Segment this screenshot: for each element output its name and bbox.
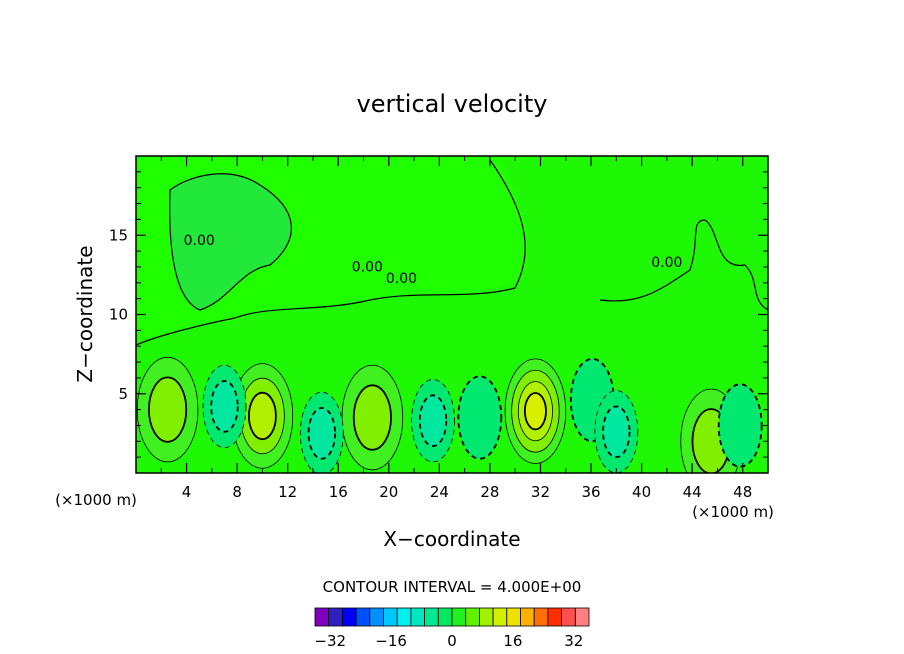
downdraft-cell xyxy=(457,375,503,460)
downdraft-contour xyxy=(602,405,631,459)
updraft-cell xyxy=(136,356,199,463)
colorbar-swatch xyxy=(369,607,384,627)
y-axis: 5 10 15 xyxy=(109,171,768,458)
colorbar-swatch xyxy=(341,607,357,627)
colorbar: −32 −16 0 16 32 xyxy=(314,607,590,650)
downdraft-contour xyxy=(418,394,448,447)
downdraft-contour xyxy=(457,375,503,460)
downdraft-cell xyxy=(202,364,247,449)
upper-positive-region xyxy=(169,173,292,311)
colorbar-tick-label: 0 xyxy=(447,632,457,650)
colorbar-swatch xyxy=(328,607,343,627)
y-axis-label: Z−coordinate xyxy=(73,245,97,382)
contour-label: 0.00 xyxy=(386,271,417,287)
colorbar-swatch xyxy=(410,607,425,627)
x-tick-label: 48 xyxy=(733,483,752,501)
colorbar-swatch xyxy=(492,607,508,627)
colorbar-swatch xyxy=(533,607,549,627)
colorbar-swatch xyxy=(478,607,494,627)
x-tick-label: 32 xyxy=(531,483,550,501)
colorbar-swatch xyxy=(506,607,521,627)
colorbar-swatch xyxy=(396,607,412,627)
downdraft-cell xyxy=(717,383,763,468)
y-tick-label: 15 xyxy=(109,226,128,244)
x-tick-label: 16 xyxy=(329,483,348,501)
downdraft-contour xyxy=(307,407,336,460)
colorbar-swatch xyxy=(520,607,535,627)
updraft-contour xyxy=(523,392,547,431)
colorbar-tick-label: −32 xyxy=(314,632,346,650)
updraft-cell xyxy=(341,364,404,471)
colorbar-swatch xyxy=(383,607,398,627)
updraft-cell xyxy=(231,363,294,469)
upper-zero-contour xyxy=(136,159,526,346)
contour-label: 0.00 xyxy=(651,255,682,271)
colorbar-swatch xyxy=(424,607,439,627)
x-tick-label: 12 xyxy=(278,483,297,501)
updraft-contour xyxy=(248,391,277,441)
updraft-cell xyxy=(504,358,567,464)
x-tick-label: 20 xyxy=(379,483,398,501)
y-tick-label: 5 xyxy=(118,385,128,403)
x-tick-label: 36 xyxy=(581,483,600,501)
x-tick-label: 28 xyxy=(480,483,499,501)
colorbar-swatch xyxy=(465,607,480,627)
colorbar-swatch xyxy=(314,607,330,627)
colorbar-swatch xyxy=(451,607,467,627)
chart-title: vertical velocity xyxy=(357,90,548,118)
downdraft-cell xyxy=(594,390,639,473)
colorbar-swatch xyxy=(574,607,590,627)
y-tick-label: 10 xyxy=(109,306,128,324)
x-tick-label: 4 xyxy=(182,483,192,501)
colorbar-tick-label: 32 xyxy=(564,632,583,650)
colorbar-tick-label: 16 xyxy=(503,632,522,650)
downdraft-cell xyxy=(299,391,344,473)
x-axis-label: X−coordinate xyxy=(383,527,520,551)
x-tick-label: 44 xyxy=(683,483,702,501)
updraft-contour xyxy=(352,384,392,451)
x-axis: 4 8 12 16 20 24 28 32 36 40 44 48 xyxy=(160,156,752,501)
downdraft-contour xyxy=(210,380,239,433)
right-zero-contour xyxy=(599,219,768,311)
contour-label: 0.00 xyxy=(184,233,215,249)
updraft-contour xyxy=(148,376,188,443)
colorbar-swatch xyxy=(355,607,371,627)
plot-area: 0.000.000.000.00 xyxy=(135,155,769,474)
contour-field: 0.000.000.000.00 xyxy=(136,159,768,473)
x-unit-label-left: (×1000 m) xyxy=(55,491,137,509)
colorbar-swatch xyxy=(547,607,563,627)
colorbar-swatch xyxy=(437,607,453,627)
x-tick-label: 24 xyxy=(430,483,449,501)
downdraft-contour xyxy=(717,383,763,468)
contour-interval-label: CONTOUR INTERVAL = 4.000E+00 xyxy=(323,578,582,596)
x-tick-label: 40 xyxy=(632,483,651,501)
downdraft-cell xyxy=(411,379,455,463)
colorbar-tick-label: −16 xyxy=(375,632,407,650)
x-tick-label: 8 xyxy=(232,483,242,501)
x-unit-label-right: (×1000 m) xyxy=(692,503,774,521)
contour-label: 0.00 xyxy=(352,260,383,276)
colorbar-swatch xyxy=(561,607,576,627)
